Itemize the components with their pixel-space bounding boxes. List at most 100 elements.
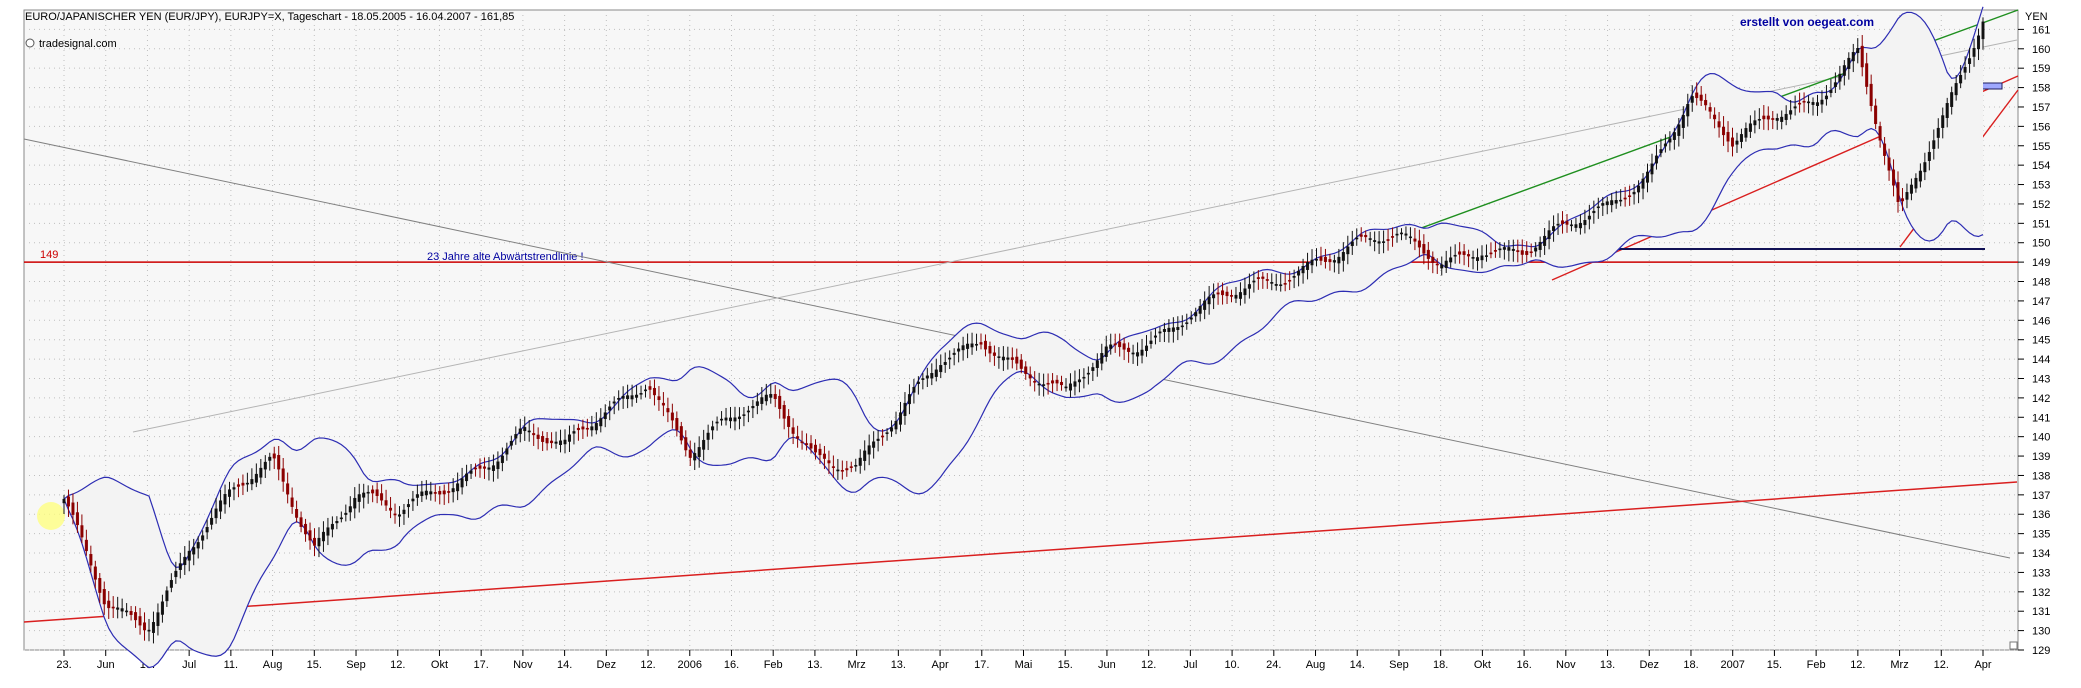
candle-body — [353, 497, 357, 509]
candle-body — [1189, 317, 1193, 320]
candle-body — [1950, 92, 1954, 107]
candle-body — [1350, 241, 1354, 247]
y-tick-label: 130 — [2032, 626, 2050, 638]
candle-body — [1449, 257, 1453, 263]
candle-body — [1252, 280, 1256, 283]
candle-body — [675, 418, 679, 431]
candle-body — [375, 489, 379, 497]
candle-body — [1632, 191, 1636, 195]
candle-body — [1060, 381, 1064, 386]
candle-body — [652, 387, 656, 396]
candle-body — [442, 490, 446, 495]
candle-body — [1592, 210, 1596, 214]
candle-body — [1887, 157, 1891, 171]
candle-body — [1578, 222, 1582, 229]
candle-body — [116, 607, 120, 610]
candle-body — [1502, 247, 1506, 250]
candle-body — [1091, 367, 1095, 371]
y-tick-label: 136 — [2032, 509, 2050, 521]
candle-body — [1583, 220, 1587, 226]
candle-body — [729, 417, 733, 422]
candle-body — [1569, 224, 1573, 227]
horizontal-line-label: 149 — [40, 249, 58, 261]
candle-body — [1243, 288, 1247, 296]
candle-body — [894, 420, 898, 430]
candle-body — [1672, 132, 1676, 140]
candle-body — [228, 489, 232, 497]
candle-body — [487, 467, 491, 470]
candle-body — [782, 405, 786, 419]
candle-body — [661, 402, 665, 406]
candle-body — [1306, 262, 1310, 270]
candle-body — [1623, 197, 1627, 200]
candle-body — [205, 527, 209, 533]
candle-body — [393, 513, 397, 516]
candle-body — [1332, 260, 1336, 263]
candle-body — [138, 616, 142, 626]
candle-body — [451, 488, 455, 493]
start-highlight — [37, 502, 65, 530]
candle-body — [1708, 107, 1712, 112]
candle-body — [527, 430, 531, 433]
candle-body — [84, 539, 88, 552]
candle-body — [1829, 89, 1833, 94]
candle-body — [764, 394, 768, 402]
watermark-label: erstellt von oegeat.com — [1740, 15, 1874, 29]
candle-body — [80, 525, 84, 538]
x-tick-label: 17. — [474, 659, 489, 671]
x-tick-label: 16. — [724, 659, 739, 671]
candle-body — [1086, 372, 1090, 375]
candle-body — [348, 506, 352, 513]
candle-body — [1408, 236, 1412, 239]
y-tick-label: 153 — [2032, 180, 2050, 192]
candle-body — [250, 479, 254, 485]
candle-body — [822, 453, 826, 459]
candle-body — [1391, 236, 1395, 238]
candle-body — [1690, 96, 1694, 103]
candle-body — [983, 340, 987, 350]
candle-body — [420, 491, 424, 497]
x-tick-label: 15. — [1058, 659, 1073, 671]
candle-body — [576, 427, 580, 431]
x-tick-label: Okt — [431, 659, 448, 671]
candle-body — [290, 497, 294, 507]
candle-body — [424, 490, 428, 496]
candle-body — [1377, 241, 1381, 244]
candle-body — [321, 531, 325, 542]
candle-body — [581, 426, 585, 430]
candle-body — [1610, 200, 1614, 206]
x-tick-label: Dez — [1639, 659, 1659, 671]
y-tick-label: 134 — [2032, 548, 2050, 560]
candle-body — [805, 443, 809, 446]
candle-body — [1109, 344, 1113, 349]
candle-body — [433, 492, 437, 494]
candle-body — [1288, 279, 1292, 282]
x-tick-label: 14. — [1350, 659, 1365, 671]
candle-body — [469, 470, 473, 474]
candle-body — [1462, 251, 1466, 255]
candle-body — [223, 494, 227, 505]
candle-body — [966, 343, 970, 349]
candle-body — [715, 421, 719, 424]
candle-body — [545, 438, 549, 444]
candle-body — [1122, 343, 1126, 350]
candle-body — [1963, 67, 1967, 73]
source-icon — [25, 38, 35, 48]
candle-body — [867, 445, 871, 455]
candle-body — [1113, 343, 1117, 346]
x-tick-label: 14. — [557, 659, 572, 671]
candle-body — [478, 465, 482, 469]
candle-body — [1301, 265, 1305, 274]
candle-body — [1337, 256, 1341, 264]
candle-body — [644, 389, 648, 392]
candle-body — [903, 402, 907, 416]
candle-body — [1484, 255, 1488, 257]
candle-body — [724, 417, 728, 421]
candle-body — [1127, 347, 1131, 352]
candle-body — [1529, 251, 1533, 254]
corner-indicator — [2009, 641, 2018, 650]
candle-body — [1261, 276, 1265, 279]
candle-body — [1458, 251, 1462, 255]
candle-body — [1619, 199, 1623, 202]
candle-body — [1842, 65, 1846, 76]
